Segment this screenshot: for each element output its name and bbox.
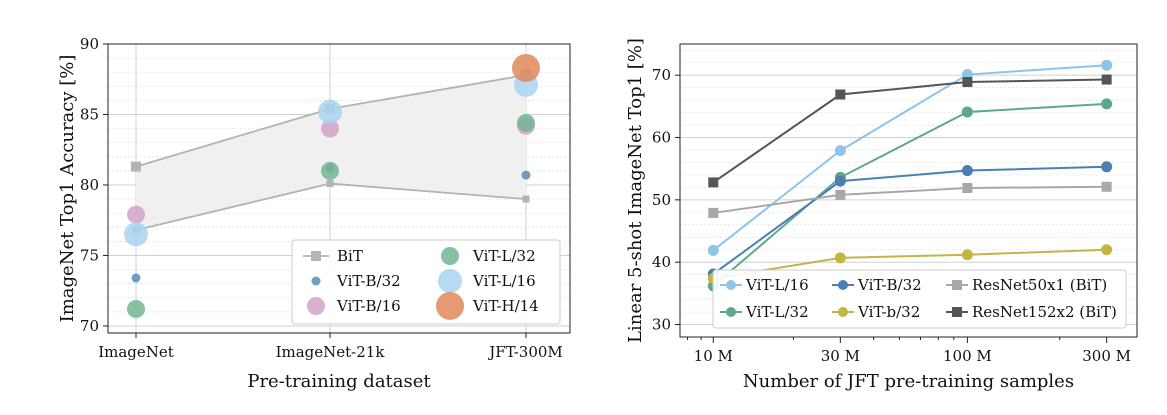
left-legend: BiT ViT-B/32 ViT-B/16 ViT-L/32 ViT-L/16 ViT-H… bbox=[291, 239, 561, 325]
line-resnet50x1-bit bbox=[713, 185, 1107, 214]
line-vit-b-32 bbox=[712, 165, 1107, 275]
point-vit-b-16 bbox=[321, 119, 339, 138]
marker-vit-l-16 bbox=[834, 145, 846, 157]
point-vit-b-16 bbox=[127, 205, 145, 224]
marker-vit-b-32 bbox=[1101, 161, 1113, 173]
legend-label-resnet152x2-bit: ResNet152x2 (BiT) bbox=[972, 303, 1117, 321]
marker-vit-l-32 bbox=[961, 106, 973, 118]
legend-swatch-vit-b-32 bbox=[311, 276, 321, 286]
y-tick-label: 50 bbox=[652, 191, 671, 209]
point-vit-b-32 bbox=[521, 170, 531, 180]
x-axis-label: Number of JFT pre-training samples bbox=[743, 371, 1074, 392]
point-vit-l-16 bbox=[318, 99, 342, 124]
legend-box bbox=[712, 269, 1127, 329]
line-vit-b-32 bbox=[713, 248, 1107, 280]
right-plot-frame bbox=[679, 43, 1138, 338]
point-vit-b-32 bbox=[131, 273, 141, 283]
x-tick-label: 10 M bbox=[694, 347, 733, 365]
y-tick-label: 70 bbox=[80, 317, 99, 335]
left-chart-accuracy-vs-dataset: 70 75 80 85 90 ImageNet ImageNet-21k JFT-300M Pr… bbox=[57, 35, 571, 392]
marker-resnet50x1-bit bbox=[962, 183, 973, 194]
y-tick-label: 40 bbox=[652, 253, 671, 271]
legend-label-vit-b-32: ViT-b/32 bbox=[857, 303, 920, 321]
legend-swatch-vit-l-32 bbox=[726, 307, 736, 317]
y-tick-label: 90 bbox=[80, 35, 99, 53]
right-legend: ViT-L/16 ViT-L/32 ViT-B/32 ViT-b/32 ResNet50… bbox=[712, 269, 1127, 329]
marker-resnet50x1-bit bbox=[835, 189, 846, 200]
legend-label-bit: BiT bbox=[337, 247, 363, 265]
bit-lower-marker bbox=[326, 180, 334, 188]
point-vit-l-32 bbox=[321, 161, 339, 180]
legend-swatch-resnet50x1-bit bbox=[952, 280, 962, 290]
legend-label-vit-l-16: ViT-L/16 bbox=[472, 272, 536, 290]
legend-swatch-vit-h-14 bbox=[436, 292, 464, 320]
y-tick-label: 80 bbox=[80, 176, 99, 194]
bit-lower-marker bbox=[522, 195, 530, 203]
x-tick-label: 300 M bbox=[1082, 347, 1131, 365]
point-vit-l-32 bbox=[517, 113, 535, 132]
right-chart-fewshot-vs-samples: 30 40 50 60 70 10 M 30 M 100 M 300 M Number of JF… bbox=[625, 38, 1138, 392]
legend-swatch-vit-l-16 bbox=[438, 269, 462, 293]
marker-vit-l-16 bbox=[707, 244, 719, 256]
marker-vit-b-32 bbox=[834, 175, 846, 187]
legend-label-vit-b-32: ViT-B/32 bbox=[336, 272, 401, 290]
legend-label-resnet50x1-bit: ResNet50x1 (BiT) bbox=[972, 276, 1107, 294]
legend-label-vit-l-32: ViT-L/32 bbox=[745, 303, 809, 321]
x-tick-label: 30 M bbox=[821, 347, 860, 365]
left-plot-frame bbox=[107, 43, 571, 334]
legend-swatch-vit-b-16 bbox=[307, 297, 325, 315]
x-tick-label: 100 M bbox=[943, 347, 992, 365]
y-tick-label: 85 bbox=[80, 105, 99, 123]
x-tick-label: ImageNet-21k bbox=[276, 343, 386, 361]
legend-label-vit-l-32: ViT-L/32 bbox=[472, 247, 536, 265]
marker-resnet50x1-bit bbox=[1101, 181, 1112, 192]
legend-swatch-resnet152x2-bit bbox=[952, 307, 962, 317]
line-vit-l-16 bbox=[712, 64, 1107, 252]
marker-vit-b-32 bbox=[961, 165, 973, 177]
y-axis-label: ImageNet Top1 Accuracy [%] bbox=[57, 55, 78, 323]
x-tick-label: JFT-300M bbox=[487, 343, 563, 361]
point-vit-h-14 bbox=[512, 53, 540, 82]
legend-swatch-vit-l-16 bbox=[726, 280, 736, 290]
legend-label-vit-l-16: ViT-L/16 bbox=[745, 276, 809, 294]
legend-label-vit-h-14: ViT-H/14 bbox=[472, 297, 539, 315]
y-tick-label: 70 bbox=[652, 66, 671, 84]
line-resnet152x2-bit bbox=[712, 78, 1107, 184]
marker-resnet152x2-bit bbox=[708, 177, 719, 188]
bit-band-fill bbox=[136, 75, 526, 231]
y-axis-label: Linear 5-shot ImageNet Top1 [%] bbox=[625, 38, 646, 343]
point-vit-l-32 bbox=[127, 300, 145, 319]
point-vit-l-16 bbox=[124, 222, 148, 247]
marker-vit-b-32 bbox=[1101, 244, 1113, 256]
marker-vit-b-32 bbox=[961, 249, 973, 261]
y-tick-label: 30 bbox=[652, 316, 671, 334]
y-tick-label: 75 bbox=[80, 246, 99, 264]
legend-swatch-vit-b-32 bbox=[838, 307, 848, 317]
legend-swatch-vit-l-32 bbox=[441, 247, 459, 265]
x-tick-label: ImageNet bbox=[98, 343, 174, 361]
marker-resnet50x1-bit bbox=[708, 207, 719, 218]
marker-resnet152x2-bit bbox=[962, 77, 973, 88]
y-tick-label: 60 bbox=[652, 129, 671, 147]
legend-label-vit-b-16: ViT-B/16 bbox=[336, 297, 401, 315]
marker-vit-l-32 bbox=[1101, 98, 1113, 110]
bit-upper-marker bbox=[131, 161, 141, 172]
marker-vit-b-32 bbox=[834, 252, 846, 264]
x-axis-label: Pre-training dataset bbox=[247, 371, 431, 392]
marker-resnet152x2-bit bbox=[1101, 74, 1112, 85]
legend-label-vit-b-32: ViT-B/32 bbox=[857, 276, 922, 294]
line-vit-l-32 bbox=[712, 102, 1107, 287]
legend-swatch-vit-b-32 bbox=[838, 280, 848, 290]
marker-vit-l-16 bbox=[1101, 59, 1113, 71]
marker-resnet152x2-bit bbox=[835, 89, 846, 100]
legend-swatch-bit bbox=[311, 251, 321, 261]
legend-box bbox=[291, 239, 561, 325]
